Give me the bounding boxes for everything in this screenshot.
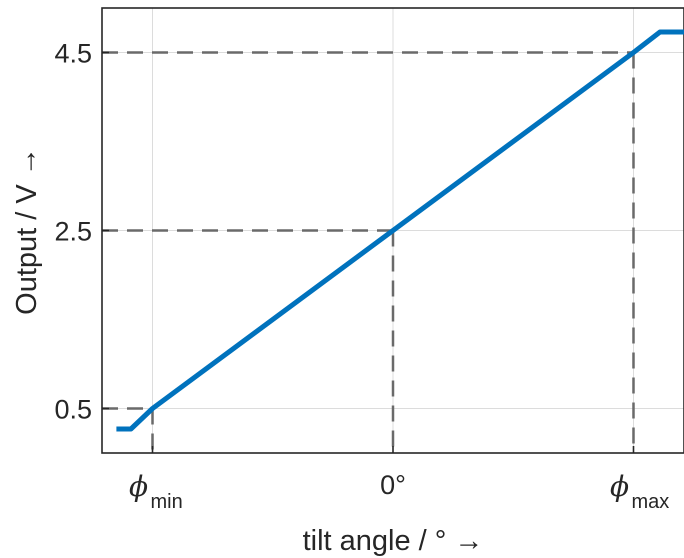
x-tick-label-subscript: max bbox=[631, 491, 669, 513]
y-tick-label: 4.5 bbox=[54, 39, 92, 69]
x-tick-label-symbol: ϕ bbox=[610, 470, 629, 503]
y-tick-label: 2.5 bbox=[54, 217, 92, 247]
y-axis-label: Output / V → bbox=[11, 147, 43, 315]
x-tick-label: ϕ min bbox=[129, 470, 183, 513]
tick-marks bbox=[102, 51, 635, 453]
y-tick-label: 0.5 bbox=[54, 395, 92, 425]
x-tick-label-symbol: ϕ bbox=[129, 470, 148, 503]
x-tick-label: 0° bbox=[380, 470, 406, 500]
x-tick-label: ϕ max bbox=[610, 470, 669, 513]
x-axis-label: tilt angle / ° → bbox=[303, 525, 484, 557]
reference-lines bbox=[102, 51, 635, 453]
series-layer bbox=[116, 29, 684, 432]
x-tick-label-subscript: min bbox=[151, 491, 183, 513]
y-tick-labels: 0.5 2.5 4.5 bbox=[54, 39, 92, 425]
series-line bbox=[116, 29, 684, 432]
